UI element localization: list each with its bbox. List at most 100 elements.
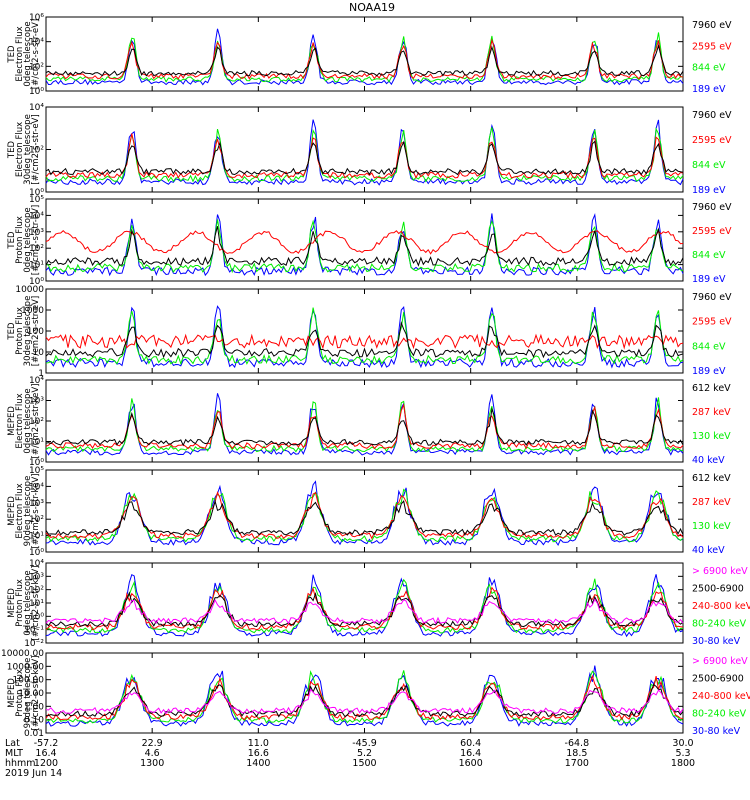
x-tick-mlt: 5.3: [675, 748, 690, 759]
x-tick-mlt: 4.6: [145, 748, 160, 759]
panel-2-ytick-label: 10⁴: [29, 103, 44, 113]
panel-2-ytick-label: 10⁰: [29, 188, 44, 198]
panel-5-series-130-kev: [45, 397, 684, 453]
panel-6-ytick-label: 10⁵: [29, 466, 44, 476]
legend-entry: 2595 eV: [692, 226, 732, 237]
panel-3-ylabel-line: Proton Flux: [15, 216, 25, 264]
panel-6-ytick-label: 10⁰: [29, 548, 44, 558]
panel-7-ytick-label: 10⁻²: [24, 639, 44, 649]
panel-7-ylabel-line: MEPED: [7, 588, 17, 618]
x-tick-hhmm: 1800: [671, 758, 695, 769]
panel-4-legend: 7960 eV 2595 eV 844 eV 189 eV: [692, 292, 732, 377]
panel-8-ytick-label: 0.10: [24, 716, 44, 726]
x-tick-lat: 30.0: [672, 738, 693, 749]
legend-entry: 2595 eV: [692, 317, 732, 328]
legend-entry: 189 eV: [692, 366, 726, 377]
panel-4-ytick-label: 10: [33, 348, 45, 358]
panel-6-ytick-label: 10²: [29, 515, 44, 525]
legend-entry: 844 eV: [692, 250, 726, 261]
panel-2-ytick-label: 10²: [29, 146, 44, 156]
panel-1-series-2595-ev: [45, 38, 684, 80]
panel-6-ytick-label: 10¹: [29, 532, 44, 542]
panel-2-series-2595-ev: [45, 133, 684, 179]
panel-5-ylabel-line: [#/cm2-s-str-keV]: [31, 384, 41, 459]
panel-6-series-287-kev: [45, 491, 684, 540]
panel-5-ytick-label: 10¹: [29, 438, 44, 448]
panel-3-series-2595-ev: [45, 230, 684, 255]
figure-title: NOAA19: [349, 1, 395, 14]
panel-4-series-189-ev: [45, 305, 684, 369]
panel-1-ytick-label: 10²: [29, 62, 44, 72]
panel-8-ytick-label: 0.01: [24, 729, 44, 739]
panel-5-ytick-label: 10²: [29, 417, 44, 427]
x-tick-hhmm: 1700: [565, 758, 589, 769]
panel-1-ylabel-line: [#/cm2-s-str-eV]: [31, 19, 41, 89]
panel-8-ylabel-line: Proton Flux: [15, 669, 25, 717]
legend-entry: 7960 eV: [692, 202, 732, 213]
legend-entry: > 6900 keV: [692, 656, 748, 667]
panel-8-ylabel-line: MEPED: [7, 678, 17, 708]
legend-entry: 844 eV: [692, 160, 726, 171]
panel-7-legend: > 6900 keV 2500-6900 240-800 keV 80-240 keV…: [692, 566, 750, 647]
legend-entry: 240-800 keV: [692, 691, 750, 702]
legend-entry: 40 keV: [692, 545, 725, 556]
panel-3-ylabel-line: [#/cm2-s-str-eV]: [31, 205, 41, 275]
panel-8-legend: > 6900 keV 2500-6900 240-800 keV 80-240 keV…: [692, 656, 750, 737]
panel-8-series-80-240-kev: [45, 670, 684, 724]
panel-4-series-7960-ev: [45, 321, 684, 359]
panel-4-ylabel-line: Proton Flux: [15, 307, 25, 355]
panel-7-ylabel-line: Proton Flux: [15, 579, 25, 627]
panel-1-ytick-label: 10⁰: [29, 87, 44, 97]
x-tick-hhmm: 1600: [459, 758, 483, 769]
legend-entry: 240-800 keV: [692, 601, 750, 612]
panel-3-series-189-ev: [45, 212, 684, 277]
legend-entry: 130 keV: [692, 431, 731, 442]
panel-3-ylabel-line: TED: [7, 231, 17, 250]
panel-7-ylabel-line: 0deg telescope: [23, 570, 33, 635]
panel-4-ytick-label: 100: [27, 327, 44, 337]
panel-6-ytick-label: 10³: [29, 499, 44, 509]
panel-5-legend: 612 keV 287 keV 130 keV 40 keV: [692, 383, 731, 466]
panel-4-ytick-label: 1: [38, 369, 44, 379]
panel-6-legend: 612 keV 287 keV 130 keV 40 keV: [692, 473, 731, 556]
x-tick-lat: -45.9: [352, 738, 377, 749]
panel-2-ylabel-line: 30deg telescope: [23, 114, 33, 185]
panel-8-ytick-label: 10.00: [18, 689, 44, 699]
legend-entry: 130 keV: [692, 521, 731, 532]
panel-4-series-2595-ev: [45, 333, 684, 350]
legend-entry: 612 keV: [692, 383, 731, 394]
panel-2-legend: 7960 eV 2595 eV 844 eV 189 eV: [692, 110, 732, 196]
x-axis-row-label: MLT: [5, 748, 23, 759]
panel-7-ytick-label: 10³: [29, 572, 44, 582]
x-tick-lat: 60.4: [460, 738, 481, 749]
legend-entry: 7960 eV: [692, 292, 732, 303]
panel-3-ytick-label: 10⁵: [29, 195, 44, 205]
panel-3-series-844-ev: [45, 219, 684, 274]
panel-7-ytick-label: 10⁻¹: [24, 626, 44, 636]
panel-6-ylabel-line: 90deg telescope: [23, 476, 33, 547]
panel-8-ylabel-line: 90deg telescope: [23, 658, 33, 729]
panel-2-series-7960-ev: [45, 140, 684, 176]
legend-entry: 287 keV: [692, 497, 731, 508]
x-tick-mlt: 16.6: [248, 748, 269, 759]
panel-5-series-612-kev: [45, 407, 684, 447]
panel-6-series-40-kev: [45, 480, 684, 547]
panel-7-ytick-label: 10²: [29, 586, 44, 596]
panel-3-ytick-label: 10⁴: [29, 211, 44, 221]
legend-entry: > 6900 keV: [692, 566, 748, 577]
x-tick-hhmm: 1300: [140, 758, 164, 769]
panel-6-series-130-kev: [45, 488, 684, 543]
panel-7-series-2500-6900: [45, 591, 684, 628]
panel-8-ylabel-line: [#/cm2-s-str-keV]: [31, 656, 41, 731]
panel-4-ytick-label: 1000: [21, 306, 44, 316]
panel-7-ytick-label: 10¹: [29, 599, 44, 609]
x-tick-mlt: 16.4: [35, 748, 56, 759]
